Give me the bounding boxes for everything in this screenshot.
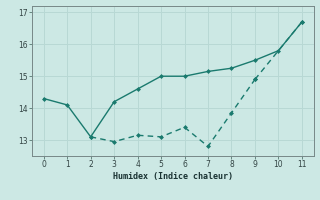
- X-axis label: Humidex (Indice chaleur): Humidex (Indice chaleur): [113, 172, 233, 181]
